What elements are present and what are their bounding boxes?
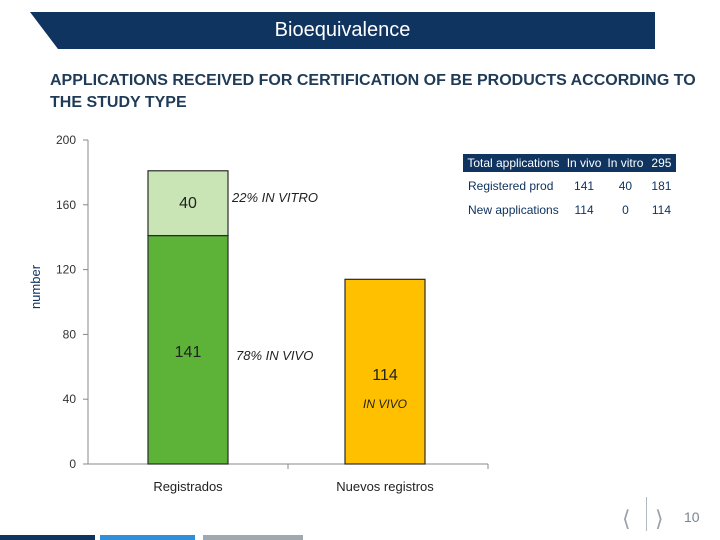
table-cell: Registered prod (468, 179, 554, 193)
annotation-in-vivo: 78% IN VIVO (236, 348, 313, 363)
x-category-label: Registrados (153, 479, 223, 494)
table-header-cell: In vivo (563, 154, 605, 172)
summary-table: Total applications In vivo In vitro 295 … (463, 154, 677, 220)
header-bar (30, 12, 655, 49)
table-header-row: Total applications In vivo In vitro 295 (463, 154, 677, 172)
footer-bar-blue (100, 535, 195, 540)
table-row: Registered prod 141 40 181 (463, 172, 676, 196)
table-header-cell: 295 (646, 154, 677, 172)
table-cell: 181 (651, 179, 672, 193)
y-tick-label: 120 (56, 263, 76, 277)
table-row: New applications 114 0 114 (463, 196, 676, 220)
chevron-right-icon[interactable]: ⟩ (655, 506, 664, 531)
bar-segment (344, 278, 426, 465)
footer-bar-gray (203, 535, 303, 540)
table-cell: 40 (618, 179, 633, 193)
data-label: 114 (372, 367, 398, 384)
annotation-in-vivo-new: IN VIVO (363, 397, 407, 411)
x-category-label: Nuevos registros (336, 479, 434, 494)
bar-segment (147, 234, 229, 465)
y-tick-label: 160 (56, 198, 76, 212)
footer-bar-navy (0, 535, 95, 540)
table-cell: 141 (574, 179, 595, 193)
chevron-left-icon[interactable]: ⟨ (622, 506, 631, 531)
nav-divider (646, 497, 647, 531)
y-tick-label: 80 (63, 327, 77, 341)
table-cell: 114 (651, 203, 671, 217)
slide-title: Bioequivalence (274, 19, 411, 41)
y-tick-label: 40 (63, 392, 77, 406)
y-axis-label: number (28, 264, 43, 309)
data-label: 40 (179, 195, 197, 212)
table-header-cell: In vitro (604, 154, 647, 172)
page-number: 10 (684, 509, 700, 525)
table-cell: 0 (622, 203, 629, 217)
table-header-cell: Total applications (463, 154, 564, 172)
chart-subtitle: APPLICATIONS RECEIVED FOR CERTIFICATION … (50, 72, 696, 111)
bar-segment (147, 170, 229, 237)
y-tick-label: 200 (56, 133, 76, 147)
y-tick-label: 0 (69, 457, 76, 471)
table-cell: New applications (468, 203, 559, 217)
table-cell: 114 (574, 203, 594, 217)
data-label: 141 (175, 344, 202, 361)
annotation-in-vitro: 22% IN VITRO (231, 190, 318, 205)
